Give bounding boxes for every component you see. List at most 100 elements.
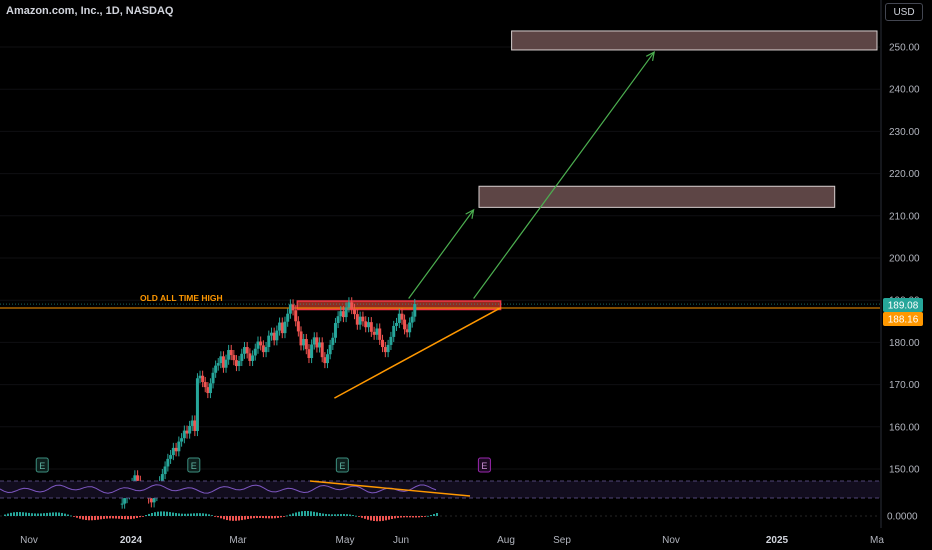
candle-body-17 [166, 458, 170, 467]
macd-bar [265, 516, 267, 519]
candle-body-101 [392, 325, 396, 337]
candle-body-39 [224, 359, 228, 368]
rsi-divergence-line [309, 480, 471, 497]
macd-bar [79, 516, 81, 519]
macd-bar [289, 514, 291, 516]
macd-bar [148, 513, 150, 516]
macd-bar [334, 514, 336, 516]
candle-body-75 [320, 342, 324, 358]
candle-body-51 [256, 341, 260, 349]
y-tick-7: 180.00 [889, 338, 920, 349]
macd-bar [223, 516, 225, 520]
macd-bar [259, 516, 261, 518]
macd-bar [235, 516, 237, 521]
macd-bar [208, 514, 210, 516]
candle-body-74 [318, 342, 322, 348]
y-axis[interactable]: 250.00240.00230.00220.00210.00200.00190.… [887, 43, 920, 523]
macd-bar [100, 516, 102, 520]
macd-bar [241, 516, 243, 521]
macd-bar [199, 513, 201, 516]
macd-bar [19, 512, 21, 516]
macd-bar [31, 513, 33, 516]
candle-body-22 [180, 438, 184, 442]
y-tick-8: 170.00 [889, 380, 920, 391]
rsi-line [0, 484, 437, 494]
arrows [408, 50, 656, 299]
macd-bar [295, 512, 297, 516]
macd-bar [214, 516, 216, 517]
macd-bar [397, 516, 399, 518]
earnings-box-0 [35, 457, 49, 473]
macd-bar [292, 513, 294, 516]
macd-bar [433, 514, 435, 516]
macd-bar [169, 512, 171, 516]
macd-bar [127, 516, 129, 520]
candle-body-36 [216, 363, 220, 366]
macd-bar [316, 512, 318, 516]
earnings-label-3: E [481, 461, 487, 471]
macd-bar [94, 516, 96, 521]
macd-bar [58, 512, 60, 516]
macd-bar [286, 515, 288, 517]
candle-body-38 [221, 356, 225, 368]
candle-body-62 [286, 313, 290, 322]
earnings-label-0: E [39, 461, 45, 471]
currency-button[interactable]: USD [885, 3, 923, 21]
macd-bar [55, 512, 57, 516]
candle-body-102 [395, 322, 399, 326]
candle-body-31 [203, 382, 207, 388]
price-tag-0: 189.08 [888, 301, 919, 312]
candle-body-18 [169, 455, 173, 459]
arrow-head-2 [645, 50, 656, 62]
macd-bar [418, 516, 420, 518]
macd-bar [37, 513, 39, 516]
x-tick-7: Nov [662, 535, 680, 546]
macd-bar [67, 514, 69, 516]
y-tick-10: 150.00 [889, 465, 920, 476]
macd-bar [82, 516, 84, 520]
candle-body-99 [386, 344, 390, 353]
candle-body-50 [253, 348, 257, 356]
candle-body-69 [304, 339, 308, 350]
macd-bar [373, 516, 375, 521]
macd-bar [226, 516, 228, 521]
macd-bar [247, 516, 249, 520]
rsi-pane [0, 480, 880, 499]
macd-bar [385, 516, 387, 521]
macd-bar [106, 516, 108, 519]
macd-bar [130, 516, 132, 520]
x-axis[interactable]: Nov 2024 Mar May Jun Aug Sep Nov 2025 Ma [20, 535, 884, 546]
candle-body-29 [198, 375, 202, 379]
candle-body-1 [123, 498, 127, 504]
candle-body-83 [341, 311, 345, 318]
macd-bar [46, 512, 48, 516]
macd-bar [34, 513, 36, 516]
price-tag-1: 188.16 [888, 315, 919, 326]
macd-bar [49, 512, 51, 516]
candle-body-104 [400, 313, 404, 320]
candle-body-0 [120, 503, 124, 505]
macd-bar [430, 514, 432, 516]
macd-bar [322, 513, 324, 516]
candle-body-41 [229, 349, 233, 356]
macd-bar [250, 516, 252, 519]
macd-bar [394, 516, 396, 519]
y-tick-1: 240.00 [889, 85, 920, 96]
candle-body-33 [208, 383, 212, 394]
macd-bar [406, 516, 408, 518]
macd-bar [427, 515, 429, 517]
macd-bar [355, 515, 357, 517]
y-tick-2: 230.00 [889, 127, 920, 138]
macd-bar [163, 511, 165, 516]
candle-body-108 [410, 316, 414, 323]
candle-body-21 [177, 441, 181, 452]
x-tick-3: May [336, 535, 355, 546]
candle-body-94 [372, 331, 376, 335]
candle-body-87 [353, 309, 357, 315]
candle-body-90 [361, 316, 365, 322]
candle-body-46 [242, 347, 246, 354]
old-ath-line: OLD ALL TIME HIGH [0, 293, 880, 309]
macd-bar [178, 513, 180, 516]
candle-body-26 [190, 420, 194, 426]
